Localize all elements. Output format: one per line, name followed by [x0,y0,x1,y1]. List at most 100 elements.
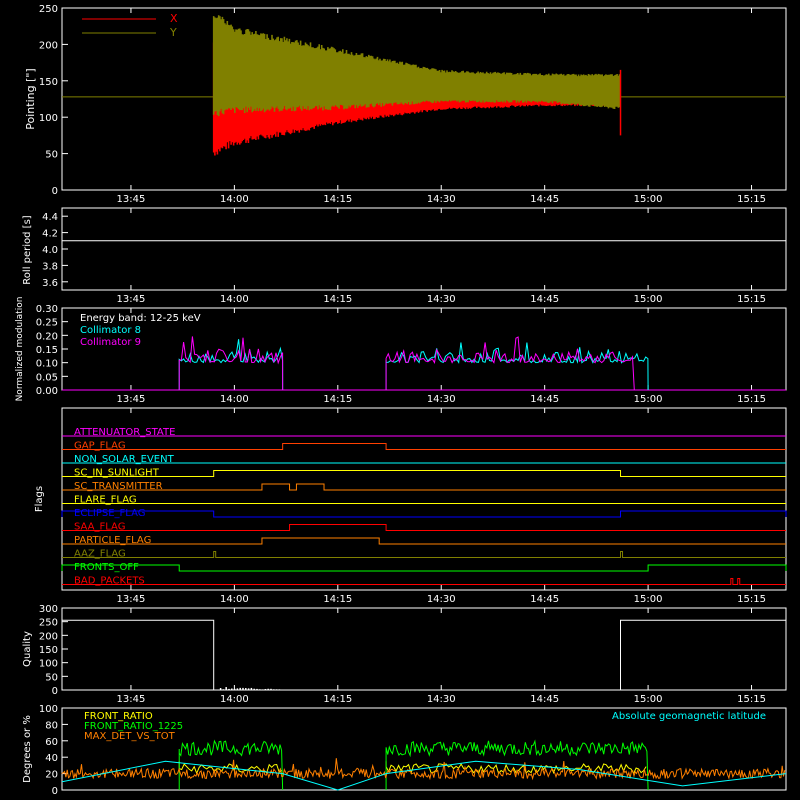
y-tick-label: 4.0 [42,245,58,256]
x-tick-label: 15:15 [737,394,766,405]
flag-line-gap_flag [62,443,786,450]
flag-line-sc_in_sunlight [62,470,786,477]
modulation-legend-c8: Collimator 8 [80,325,141,336]
flags-frame [61,407,787,591]
y-tick-label: 0.00 [36,386,58,397]
pointing-frame [61,7,787,191]
y-tick-label: 0.05 [36,372,58,383]
y-tick-label: 50 [45,672,58,683]
roll-ylabel: Roll period [s] [22,215,33,284]
y-tick-label: 150 [39,645,58,656]
flag-label: ECLIPSE_FLAG [74,508,145,519]
x-tick-label: 15:00 [634,294,663,305]
x-tick-label: 15:00 [634,594,663,605]
flag-line-aaz_flag [62,551,786,558]
legend-y-label: Y [169,26,177,39]
pointing-ylabel: Pointing ["] [24,68,37,129]
quality-ylabel: Quality [22,631,33,667]
ratio-legend-front: FRONT_RATIO [84,711,153,722]
modulation-legend-c9: Collimator 9 [80,337,141,348]
y-tick-label: 250 [39,4,58,15]
ratio-series-maxdet [61,758,786,781]
y-tick-label: 0.30 [36,304,58,315]
modulation-ylabel: Normalized modulation [15,297,25,402]
y-tick-label: 200 [39,631,58,642]
flag-line-saa_flag [62,524,786,531]
x-tick-label: 14:15 [323,394,352,405]
x-tick-label: 15:15 [737,594,766,605]
y-tick-label: 60 [45,737,58,748]
y-tick-label: 100 [39,659,58,670]
x-tick-label: 14:00 [220,194,249,205]
x-tick-label: 14:30 [427,594,456,605]
flag-label: SC_TRANSMITTER [74,481,163,492]
y-tick-label: 200 [39,40,58,51]
y-tick-label: 0 [52,686,58,697]
ratio-series-latitude [61,760,787,791]
flag-label: GAP_FLAG [74,441,126,452]
roll-panel: Roll period [s] 3.6 3.8 4.0 4.2 4.4 13:45 14:… [22,207,787,305]
x-tick-label: 14:15 [323,294,352,305]
x-tick-label: 14:45 [530,294,559,305]
x-tick-label: 14:30 [427,194,456,205]
y-tick-label: 3.8 [42,261,58,272]
ratio-series-front1225 [178,739,649,791]
ratio-legend-maxdet: MAX_DET_VS_TOT [84,731,176,742]
x-tick-label: 13:45 [117,194,146,205]
flag-label: AAZ_FLAG [74,549,126,560]
modulation-legend-band: Energy band: 12-25 keV [80,313,201,324]
roll-yticks: 3.6 3.8 4.0 4.2 4.4 [42,212,68,289]
x-tick-label: 14:00 [220,294,249,305]
modulation-series-collimator-9 [178,336,635,391]
flag-line-fronts_off [61,564,787,572]
flags-xticks: 13:45 14:00 14:15 14:30 14:45 15:00 15:15 [117,408,766,605]
x-tick-label: 15:00 [634,394,663,405]
y-tick-label: 0.25 [36,318,58,329]
ratio-yticks: 0 20 40 60 80 100 [39,704,68,797]
modulation-yticks: 0.00 0.05 0.10 0.15 0.20 0.25 0.30 [36,304,68,397]
x-tick-label: 14:15 [323,594,352,605]
y-tick-label: 0 [52,786,58,797]
x-tick-label: 13:45 [117,594,146,605]
y-tick-label: 4.4 [42,212,58,223]
y-tick-label: 0.20 [36,331,58,342]
y-tick-label: 50 [45,150,58,161]
x-tick-label: 14:00 [220,394,249,405]
x-tick-label: 14:15 [323,194,352,205]
flag-label: FLARE_FLAG [74,495,137,506]
x-tick-label: 14:45 [530,594,559,605]
flag-label: SC_IN_SUNLIGHT [74,468,160,479]
flag-line-bad_packets [62,578,786,585]
modulation-xticks: 13:45 14:00 14:15 14:30 14:45 15:00 15:15 [117,308,766,405]
ratio-ylabel: Degrees or % [22,715,33,783]
y-tick-label: 100 [39,113,58,124]
flags-panel: Flags 13:45 14:00 14:15 14:30 14:45 15:00 15:1… [34,407,787,605]
y-tick-label: 20 [45,770,58,781]
x-tick-label: 15:00 [634,194,663,205]
quality-xticks: 13:45 14:00 14:15 14:30 14:45 15:00 15:15 [117,608,766,705]
y-tick-label: 0.10 [36,359,58,370]
x-tick-label: 14:00 [220,694,249,705]
ratio-frame [61,707,787,791]
pointing-yticks: 0 50 100 150 200 250 [39,4,68,197]
y-tick-label: 250 [39,618,58,629]
y-tick-label: 40 [45,753,58,764]
y-tick-label: 0 [52,186,58,197]
flag-label: BAD_PACKETS [74,576,145,587]
flag-line-eclipse_flag [61,510,787,518]
roll-frame [61,207,787,291]
x-tick-label: 15:00 [634,694,663,705]
ratio-panel: Degrees or % 0 20 40 60 80 100 FRONT_RATIO FR… [22,704,787,797]
modulation-series-collimator-8 [178,339,649,391]
y-tick-label: 3.6 [42,278,58,289]
flag-label: SAA_FLAG [74,522,125,533]
ratio-series [61,739,787,791]
x-tick-label: 14:45 [530,694,559,705]
quality-series [62,619,786,691]
y-tick-label: 4.2 [42,229,58,240]
quality-yticks: 0 50 100 150 200 250 300 [39,604,68,697]
ratio-annotation: Absolute geomagnetic latitude [612,711,766,722]
y-tick-label: 0.15 [36,345,58,356]
